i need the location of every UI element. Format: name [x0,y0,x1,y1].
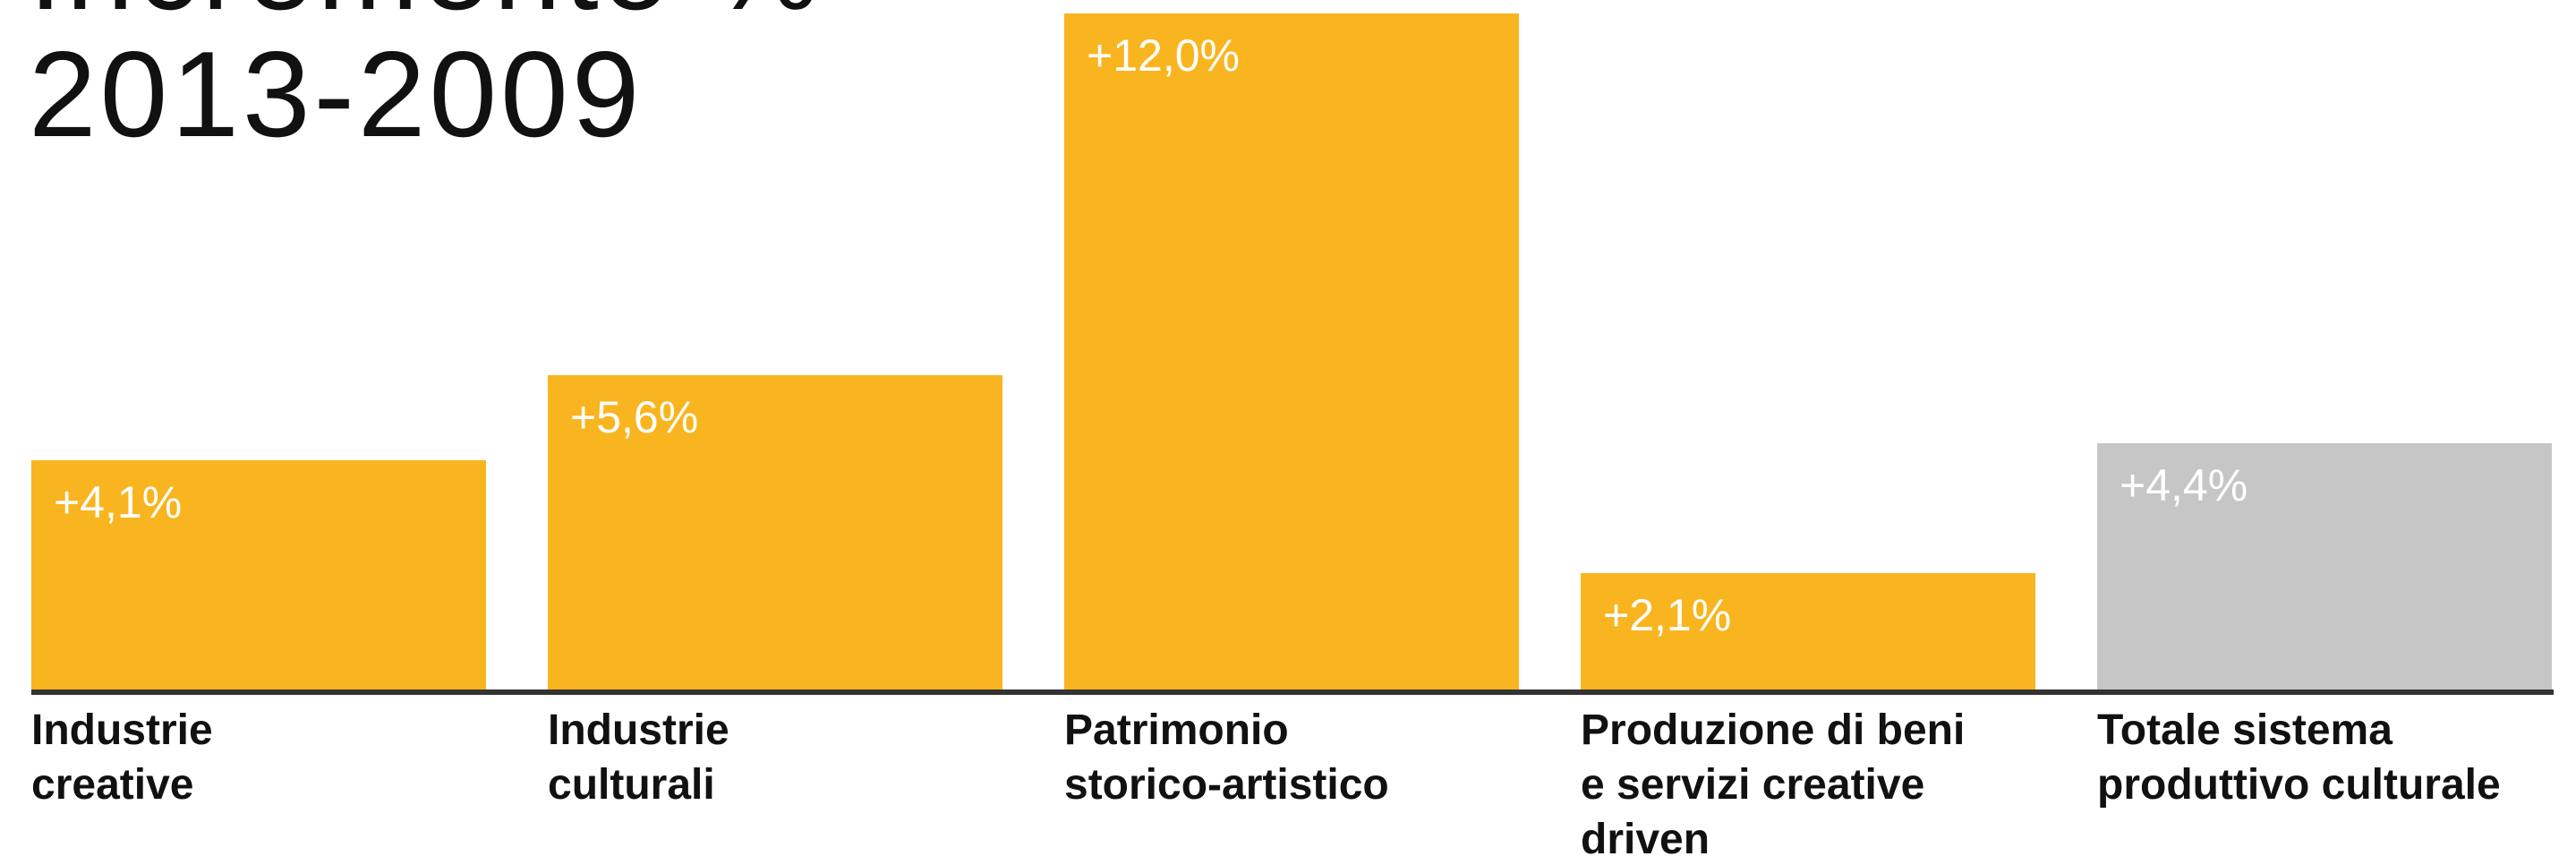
value-label: +12,0% [1087,30,1240,81]
bar [548,375,1002,692]
bar [1064,13,1519,692]
value-label: +4,4% [2120,460,2248,511]
x-tick-label: Totale sistema produttivo culturale [2097,703,2501,812]
value-label: +4,1% [54,477,183,528]
x-tick-label-line: creative [31,761,194,809]
x-tick-label-line: produttivo culturale [2097,761,2501,809]
title-line: 2013-2009 [29,26,644,162]
bar [1581,573,2035,692]
x-tick-label-line: Produzione di beni [1581,707,1966,754]
x-tick-label-line: e servizi creative [1581,761,1925,809]
x-tick-label-line: Industrie [31,707,213,754]
title-line: Incremento % [29,0,823,30]
x-tick-label: Industrie culturali [548,703,729,812]
x-tick-label-line: Totale sistema [2097,707,2393,754]
chart-title: Incremento % 2013-2009 [29,0,823,158]
x-tick-label-line: storico-artistico [1064,761,1389,809]
x-tick-label: Patrimonio storico-artistico [1064,703,1389,812]
bar [31,460,486,692]
x-tick-label-line: Industrie [548,707,729,754]
x-tick-label-line: driven [1581,816,1710,863]
baseline [31,689,2554,695]
x-tick-label-line: Patrimonio [1064,707,1289,754]
x-tick-label-line: culturali [548,761,715,809]
value-label: +5,6% [570,392,699,443]
bar [2097,443,2552,692]
value-label: +2,1% [1603,590,1732,641]
x-tick-label: Industrie creative [31,703,213,812]
x-tick-label: Produzione di beni e servizi creative driv… [1581,703,1965,865]
